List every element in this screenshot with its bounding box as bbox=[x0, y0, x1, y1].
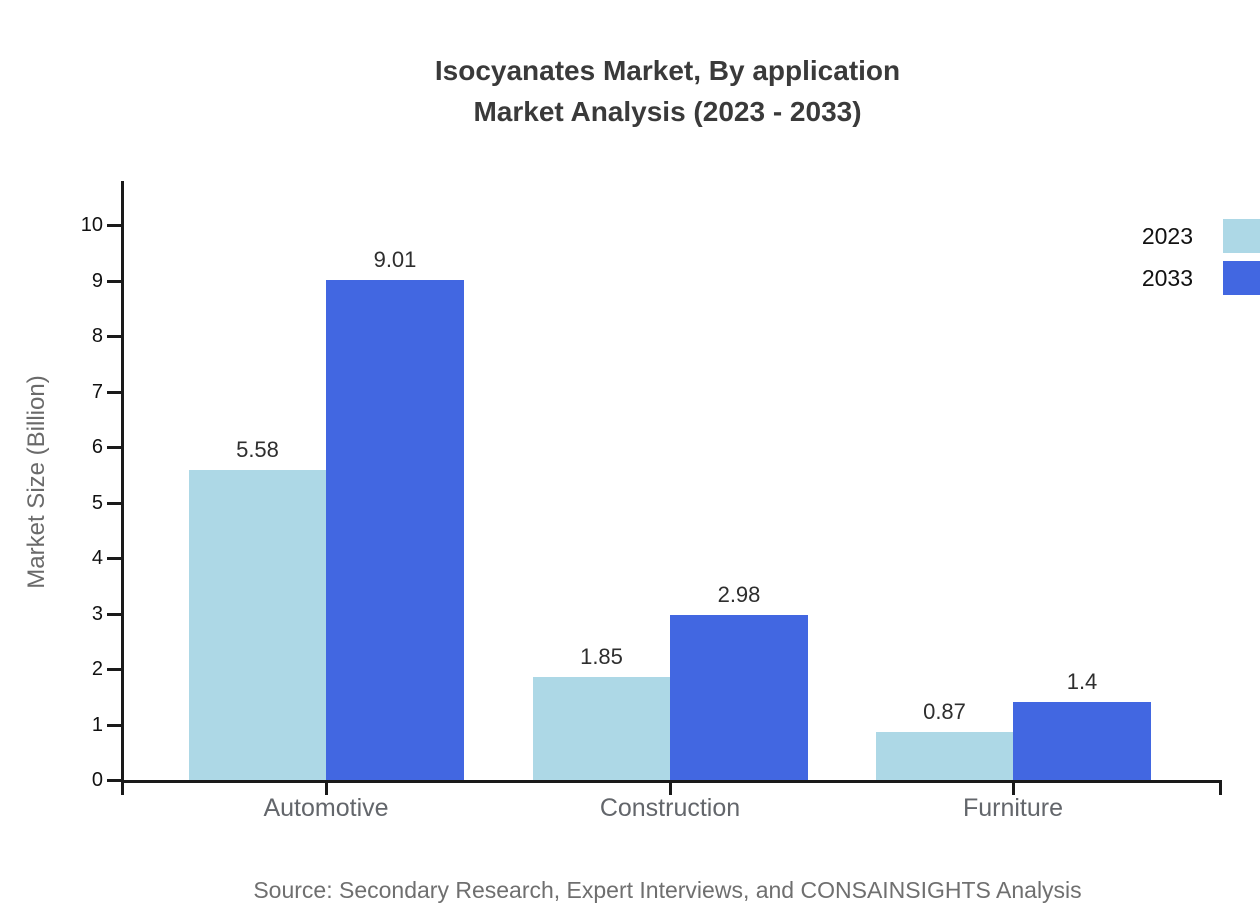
y-tick bbox=[107, 390, 121, 394]
y-tick bbox=[107, 279, 121, 283]
y-tick bbox=[107, 224, 121, 227]
legend-swatch-2033 bbox=[1223, 261, 1260, 295]
legend-row-2023: 2023 bbox=[1020, 219, 1260, 253]
legend-label-2023: 2023 bbox=[1141, 223, 1193, 249]
x-tick bbox=[325, 780, 328, 795]
source-note: Source: Secondary Research, Expert Inter… bbox=[253, 877, 1082, 903]
x-tick bbox=[1219, 780, 1222, 795]
bar-2033-furniture bbox=[1013, 702, 1151, 780]
bar-2023-automotive bbox=[189, 470, 326, 780]
bar-value-label: 5.58 bbox=[236, 437, 279, 463]
chart-title: Isocyanates Market, By application Marke… bbox=[75, 50, 1260, 132]
y-tick-label: 1 bbox=[91, 713, 103, 736]
y-tick-label: 2 bbox=[91, 658, 103, 680]
y-tick bbox=[107, 612, 121, 616]
bar-value-label: 9.01 bbox=[373, 246, 417, 272]
bar-2023-furniture bbox=[876, 731, 1013, 780]
y-tick-label: 5 bbox=[91, 491, 103, 514]
legend-label-2033: 2033 bbox=[1141, 265, 1193, 291]
y-tick bbox=[107, 779, 121, 782]
y-tick bbox=[107, 335, 121, 338]
y-tick-label: 8 bbox=[91, 325, 103, 347]
y-tick-label: 9 bbox=[91, 269, 103, 292]
y-tick-label: 10 bbox=[80, 214, 103, 236]
y-tick-label: 3 bbox=[91, 602, 103, 625]
y-tick-label: 6 bbox=[91, 436, 103, 458]
category-label-furniture: Furniture bbox=[962, 794, 1064, 822]
chart-title-line2: Market Analysis (2023 - 2033) bbox=[473, 96, 862, 127]
bar-value-label: 0.87 bbox=[923, 698, 966, 724]
y-tick bbox=[107, 557, 121, 560]
y-tick bbox=[107, 446, 121, 449]
y-axis-line bbox=[121, 181, 124, 795]
bar-value-label: 1.4 bbox=[1066, 669, 1098, 695]
bar-2023-construction bbox=[533, 677, 670, 780]
x-tick bbox=[1012, 780, 1015, 795]
bar-2033-construction bbox=[670, 614, 808, 780]
legend-swatch-2023 bbox=[1223, 219, 1260, 253]
y-tick bbox=[107, 668, 121, 671]
category-label-automotive: Automotive bbox=[263, 794, 389, 822]
legend-row-2033: 2033 bbox=[1020, 261, 1260, 295]
y-tick-label: 7 bbox=[91, 380, 103, 403]
bar-2033-automotive bbox=[326, 279, 464, 780]
chart-title-line1: Isocyanates Market, By application bbox=[434, 55, 901, 86]
y-tick-label: 0 bbox=[91, 769, 103, 791]
bar-value-label: 1.85 bbox=[580, 644, 623, 670]
bar-value-label: 2.98 bbox=[717, 581, 761, 607]
y-tick bbox=[107, 723, 121, 727]
y-tick bbox=[107, 501, 121, 505]
y-tick-label: 4 bbox=[91, 547, 103, 569]
x-tick bbox=[669, 780, 672, 795]
category-label-construction: Construction bbox=[599, 794, 741, 822]
